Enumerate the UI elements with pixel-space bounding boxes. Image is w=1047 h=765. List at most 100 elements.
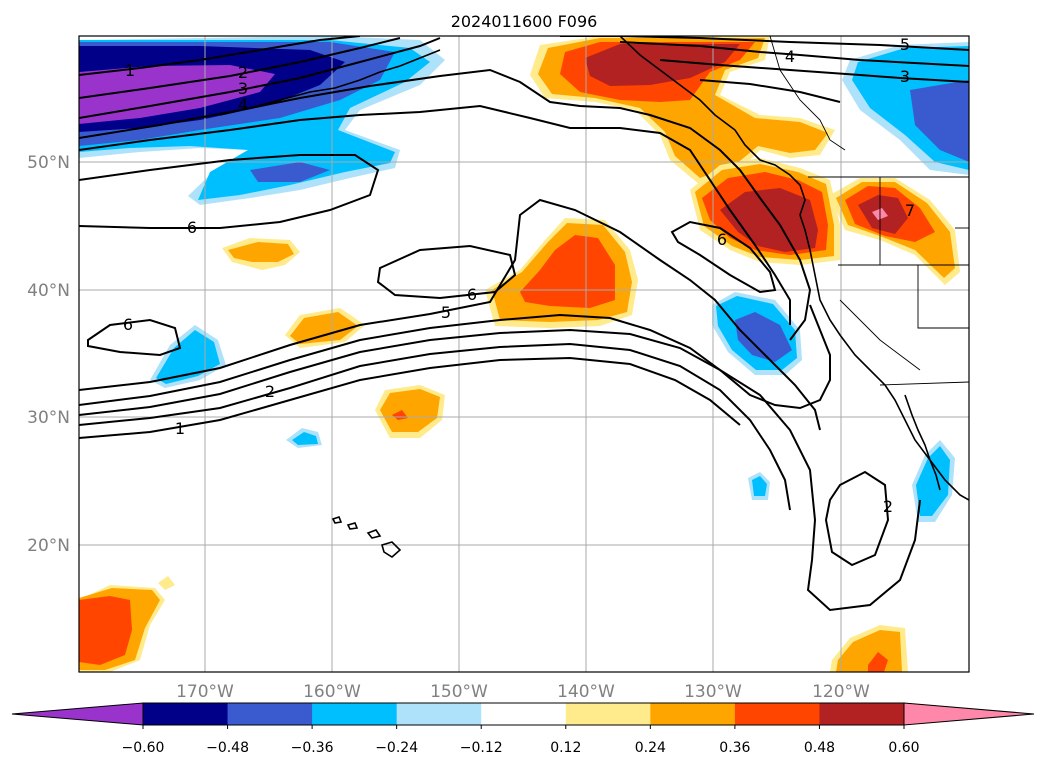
- political-borders: [769, 36, 969, 386]
- contour-label: 3: [900, 67, 910, 86]
- lat-label: 20°N: [27, 536, 70, 556]
- contour-2-loop-se: [824, 470, 890, 567]
- negative-region-baja-cyan: [916, 446, 950, 516]
- coastline-alaska: [619, 36, 969, 501]
- positive-region-oregon-darkred: [720, 188, 818, 252]
- contour-label: 1: [125, 61, 135, 80]
- colorbar-tick-label: −0.36: [291, 740, 334, 756]
- hawaii-island-oahu: [346, 522, 359, 530]
- contour-label: 1: [175, 419, 185, 438]
- contour-ne-inner: [699, 79, 841, 103]
- positive-region-sw-small: [158, 576, 175, 590]
- colorbar-tick-label: 0.48: [804, 740, 835, 756]
- contour-3-north: [79, 37, 441, 119]
- border-states-c: [917, 265, 969, 329]
- contour-5-north: [79, 104, 791, 325]
- colorbar-frame: [142, 702, 905, 726]
- coastline-baja: [904, 394, 941, 491]
- border-canada-alaska: [769, 36, 846, 151]
- negative-region-offshore-blue: [735, 312, 792, 362]
- contour-5-ne: [560, 36, 969, 51]
- hawaii-island-maui: [366, 529, 382, 539]
- contour-label: 7: [905, 201, 915, 220]
- colorbar-tick-label: −0.60: [122, 740, 165, 756]
- lat-label: 40°N: [27, 281, 70, 301]
- contour-2-south: [79, 342, 791, 511]
- lon-label: 150°W: [430, 682, 488, 702]
- colorbar-segment: [734, 703, 820, 725]
- colorbar-segment: [819, 703, 905, 725]
- colorbar-segment: [143, 703, 229, 725]
- contour-3-south: [79, 328, 921, 612]
- lon-label: 130°W: [684, 682, 742, 702]
- lat-label: 30°N: [27, 408, 70, 428]
- contour-6-north: [79, 154, 380, 229]
- positive-region-blob-b-inner: [290, 312, 358, 344]
- positive-region-se-red: [868, 652, 888, 672]
- hawaii-island-kauai: [331, 516, 343, 524]
- colorbar-segment: [227, 703, 313, 725]
- contour-label: 5: [441, 303, 451, 322]
- colorbar: [11, 702, 1035, 729]
- contour-label-group: 1 2 3 4 6 6 6 5 2 1 5 4 3 6 7 2: [123, 35, 915, 516]
- contour-label: 6: [717, 230, 727, 249]
- border-states-e: [839, 299, 921, 371]
- positive-region-blob-a-inner: [228, 242, 294, 262]
- contour-label: 6: [467, 285, 477, 304]
- lon-label: 140°W: [557, 682, 615, 702]
- colorbar-tick-label: −0.12: [460, 740, 503, 756]
- lat-label: 50°N: [27, 153, 70, 173]
- contour-6-loop-coast: [670, 220, 777, 294]
- hawaii-island-big: [381, 541, 402, 558]
- contour-label: 2: [883, 497, 893, 516]
- contour-5-south: [79, 198, 821, 431]
- colorbar-tick-labels: −0.60 −0.48 −0.36 −0.24 −0.12 0.12 0.24 0.36 0.4…: [122, 740, 920, 756]
- colorbar-tick-label: 0.12: [550, 740, 581, 756]
- positive-region-blob-c-inner: [380, 389, 440, 432]
- lon-label: 170°W: [176, 682, 234, 702]
- colorbar-segment: [396, 703, 482, 725]
- contour-label: 2: [238, 63, 248, 82]
- map-title: 2024011600 F096: [451, 12, 598, 31]
- latitude-labels: 50°N 40°N 30°N 20°N: [27, 153, 70, 556]
- contour-6-loop-center: [376, 244, 517, 300]
- positive-region-gulf-darkred: [585, 44, 740, 86]
- contour-4-south: [79, 304, 831, 410]
- negative-region-ne-blue: [910, 80, 969, 162]
- colorbar-segment: [481, 703, 567, 725]
- contour-3-ne: [659, 59, 969, 83]
- contour-lines: [79, 36, 969, 612]
- colorbar-extend-low: [11, 702, 144, 726]
- contour-1-south: [79, 356, 741, 439]
- border-us-mexico: [879, 381, 969, 386]
- contour-4-ne: [619, 41, 969, 67]
- colorbar-tick-label: 0.60: [888, 740, 919, 756]
- colorbar-segment: [312, 703, 398, 725]
- positive-region-sw-red: [79, 596, 132, 665]
- colorbar-tick-label: −0.48: [206, 740, 249, 756]
- map-frame: [78, 35, 970, 673]
- colorbar-segment: [650, 703, 736, 725]
- contour-label: 5: [900, 35, 910, 54]
- lon-label: 160°W: [303, 682, 361, 702]
- colorbar-tick-label: −0.24: [375, 740, 418, 756]
- contour-4-north: [79, 68, 812, 341]
- longitude-labels: 170°W 160°W 150°W 140°W 130°W 120°W: [176, 682, 870, 702]
- contour-6-loop-west: [87, 318, 182, 357]
- contour-label: 6: [187, 218, 197, 237]
- contour-label: 4: [785, 47, 795, 66]
- contour-label: 3: [238, 79, 248, 98]
- colorbar-extend-high: [903, 702, 1035, 726]
- lon-label: 120°W: [812, 682, 870, 702]
- contour-label: 2: [265, 382, 275, 401]
- contour-label: 6: [123, 315, 133, 334]
- colorbar-tick-label: 0.24: [635, 740, 666, 756]
- contour-2-north: [79, 37, 401, 99]
- colorbar-segment: [565, 703, 651, 725]
- contour-1-north: [79, 36, 361, 76]
- negative-region-mid-blue: [250, 162, 330, 182]
- negative-region-small-a-inner: [292, 432, 318, 445]
- contour-label: 4: [238, 95, 248, 114]
